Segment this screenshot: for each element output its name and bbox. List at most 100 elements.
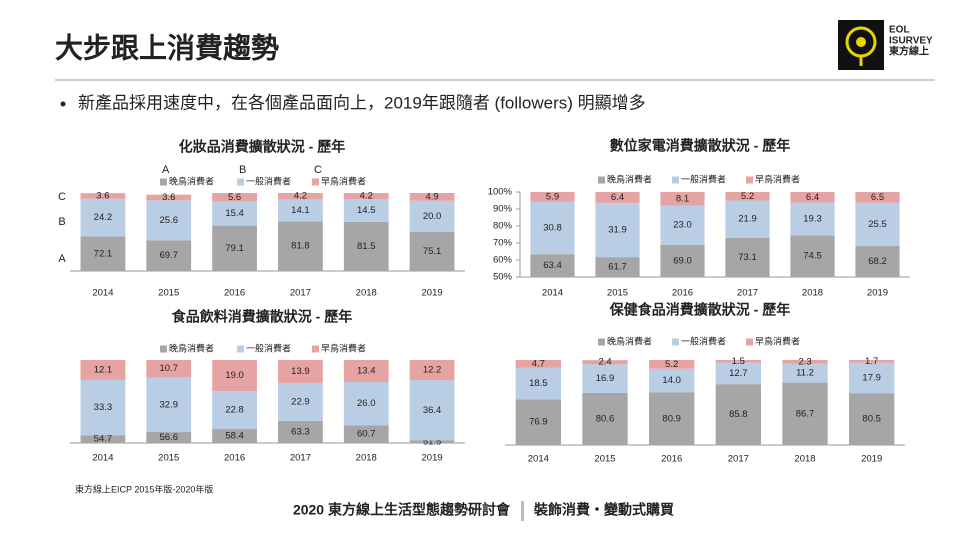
x-tick-label: 2015 <box>158 453 179 464</box>
legend-label: 一般消費者 <box>681 335 726 346</box>
bar-segment <box>278 199 323 222</box>
bar-segment <box>849 362 895 394</box>
data-label: 13.9 <box>291 366 310 377</box>
footnote: 東方線上EICP 2015年版-2020年版 <box>75 483 213 494</box>
data-label: 11.2 <box>796 368 814 379</box>
data-label: 20.0 <box>423 211 442 222</box>
data-label: 54.7 <box>94 434 113 445</box>
legend-swatch <box>237 178 244 186</box>
x-tick-label: 2015 <box>158 288 179 299</box>
data-label: 12.2 <box>423 365 442 376</box>
bar-segment <box>80 360 126 380</box>
legend-swatch <box>160 345 167 353</box>
legend-label: 晚鳥消費者 <box>169 342 214 353</box>
legend-swatch <box>672 176 679 184</box>
bar-segment <box>146 377 192 433</box>
bar-segment <box>212 391 257 430</box>
bar-segment <box>725 237 770 277</box>
bar-segment <box>582 364 628 393</box>
bar-segment <box>343 193 389 200</box>
legend-swatch <box>598 176 605 184</box>
bar-segment <box>715 362 761 385</box>
x-tick-label: 2016 <box>224 288 245 299</box>
bar-segment <box>409 193 455 201</box>
data-label: 10.7 <box>160 363 179 374</box>
bar-segment <box>649 368 695 393</box>
logo: EOL ISURVEY 東方線上 <box>838 20 933 70</box>
data-label: 86.7 <box>796 408 815 419</box>
y-tick-label: 80% <box>493 221 513 232</box>
bar-segment <box>782 363 828 383</box>
annotation-letter: B <box>239 164 246 176</box>
bar-segment <box>278 420 323 443</box>
slide-title: 大步跟上消費趨勢 <box>55 31 279 63</box>
bar-segment <box>80 379 126 436</box>
data-label: 12.1 <box>94 364 113 375</box>
annotation-letter: C <box>58 191 66 203</box>
bar-segment <box>595 202 640 258</box>
logo-pupil <box>856 37 866 47</box>
data-label: 4.2 <box>294 191 307 202</box>
data-label: 16.9 <box>596 373 615 384</box>
bar-segment <box>343 199 389 222</box>
bar-segment <box>725 192 770 201</box>
data-label: 2.4 <box>598 357 611 368</box>
x-tick-label: 2017 <box>737 288 758 299</box>
bullet-text: 新產品採用速度中，在各個產品面向上，2019年跟隨者 (followers) 明… <box>78 93 646 112</box>
bar-segment <box>855 246 900 277</box>
data-label: 25.5 <box>868 219 887 230</box>
bar-segment <box>409 200 455 232</box>
data-label: 6.4 <box>806 192 819 203</box>
y-tick-label: 60% <box>493 255 513 266</box>
legend-label: 早鳥消費者 <box>321 342 366 353</box>
bar-segment <box>146 194 192 201</box>
bar-segment <box>409 380 455 441</box>
x-tick-label: 2016 <box>661 454 682 465</box>
data-label: 3.6 <box>96 190 109 201</box>
bar-segment <box>790 192 835 203</box>
annotation-letter: A <box>58 253 66 265</box>
bar-segment <box>278 193 323 200</box>
x-tick-label: 2019 <box>867 288 888 299</box>
bar-segment <box>343 221 389 271</box>
bar-segment <box>790 235 835 277</box>
data-label: 60.7 <box>357 429 376 440</box>
data-label: 5.9 <box>546 191 559 202</box>
x-tick-label: 2015 <box>594 454 615 465</box>
data-label: 21.9 <box>738 214 757 225</box>
x-tick-label: 2014 <box>92 453 113 464</box>
data-label: 74.5 <box>803 251 822 262</box>
data-label: 5.6 <box>228 192 241 203</box>
x-tick-label: 2014 <box>92 288 113 299</box>
annotation-letter: A <box>162 164 170 176</box>
x-tick-label: 2017 <box>290 288 311 299</box>
bar-segment <box>212 429 257 443</box>
bar-segment <box>790 202 835 236</box>
legend-label: 一般消費者 <box>246 175 291 186</box>
bullet-dot <box>60 101 66 107</box>
legend-label: 晚鳥消費者 <box>169 175 214 186</box>
x-tick-label: 2019 <box>422 288 443 299</box>
data-label: 26.0 <box>357 398 376 409</box>
logo-text: EOL <box>889 25 910 36</box>
data-label: 63.3 <box>291 426 310 437</box>
bar-segment <box>582 392 628 445</box>
data-label: 81.5 <box>357 241 376 252</box>
chart-title: 食品飲料消費擴散狀況 - 歷年 <box>172 309 352 325</box>
data-label: 22.9 <box>291 396 310 407</box>
data-label: 79.1 <box>225 243 244 254</box>
legend-label: 早鳥消費者 <box>755 173 800 184</box>
data-label: 69.0 <box>673 255 692 266</box>
bar-segment <box>212 201 257 226</box>
bar-segment <box>649 392 695 445</box>
bar-segment <box>212 225 257 271</box>
data-label: 85.8 <box>729 409 748 420</box>
legend-label: 晚鳥消費者 <box>607 173 652 184</box>
legend-label: 一般消費者 <box>246 342 291 353</box>
bar-segment <box>530 254 575 277</box>
data-label: 1.5 <box>732 356 745 367</box>
bar-segment <box>660 192 705 206</box>
legend-swatch <box>746 338 753 346</box>
x-tick-label: 2018 <box>802 288 823 299</box>
